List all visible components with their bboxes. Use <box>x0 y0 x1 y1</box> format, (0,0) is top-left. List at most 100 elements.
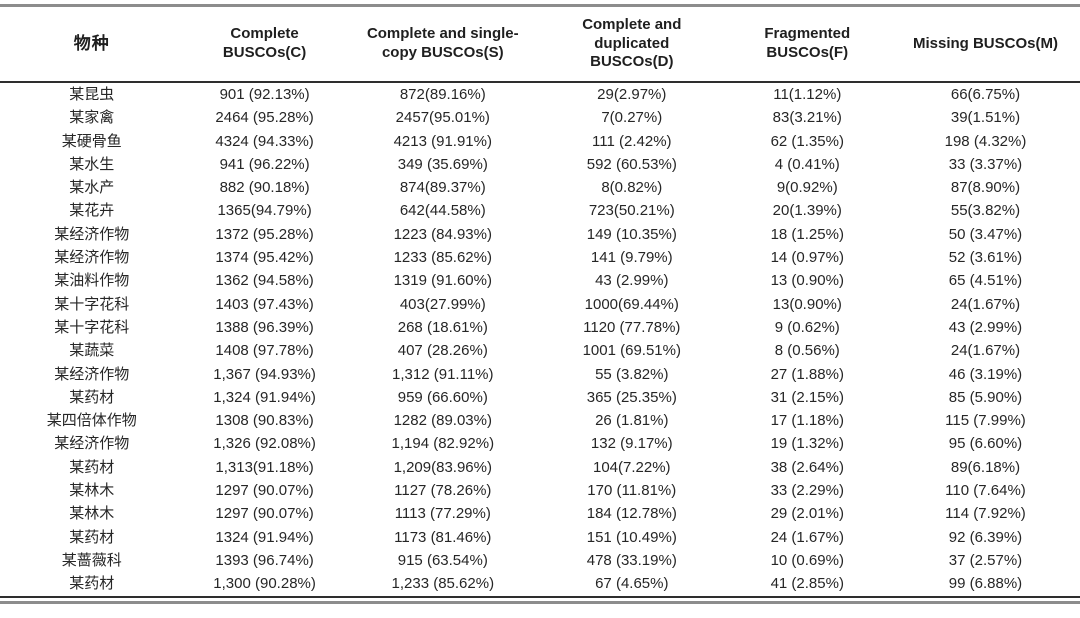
table-row: 某药材 1,313(91.18%) 1,209(83.96%) 104(7.22%) 3… <box>0 456 1080 479</box>
table-row: 某昆虫 901 (92.13%) 872(89.16%) 29(2.97%) 11(1.… <box>0 82 1080 106</box>
species-cell: 某四倍体作物 <box>46 412 137 430</box>
species-cell: 某经济作物 <box>54 435 130 453</box>
value-cell: 8(0.82%) <box>601 179 663 197</box>
species-cell: 某水产 <box>69 179 115 197</box>
value-cell: 1,300 (90.28%) <box>213 575 316 593</box>
value-cell: 1113 (77.29%) <box>394 505 491 523</box>
value-cell: 874(89.37%) <box>399 179 486 197</box>
value-cell: 37 (2.57%) <box>948 551 1023 569</box>
value-cell: 17 (1.18%) <box>770 412 844 430</box>
table-row: 某四倍体作物 1308 (90.83%) 1282 (89.03%) 26 (1.81… <box>0 409 1080 432</box>
species-cell: 某林木 <box>69 482 115 500</box>
value-cell: 89(6.18%) <box>950 458 1021 476</box>
value-cell: 1372 (95.28%) <box>215 225 314 243</box>
value-cell: 4324 (94.33%) <box>215 132 314 150</box>
value-cell: 184 (12.78%) <box>586 505 677 523</box>
species-cell: 某水生 <box>69 155 115 173</box>
value-cell: 33 (2.29%) <box>770 482 844 500</box>
value-cell: 10 (0.69%) <box>770 551 844 569</box>
value-cell: 1319 (91.60%) <box>393 272 492 290</box>
table-row: 某十字花科 1388 (96.39%) 268 (18.61%) 1120 (77.7… <box>0 316 1080 339</box>
value-cell: 1,367 (94.93%) <box>213 365 316 383</box>
value-cell: 1,209(83.96%) <box>393 458 492 476</box>
species-cell: 某药材 <box>69 388 115 406</box>
value-cell: 1365(94.79%) <box>217 202 312 220</box>
value-cell: 198 (4.32%) <box>944 132 1027 150</box>
value-cell: 1000(69.44%) <box>584 295 679 313</box>
busco-statistics-table: 物种 Complete BUSCOs(C) Complete and singl… <box>0 7 1080 598</box>
value-cell: 642(44.58%) <box>399 202 486 220</box>
species-cell: 某经济作物 <box>54 225 130 243</box>
value-cell: 1,233 (85.62%) <box>391 575 495 593</box>
value-cell: 24 (1.67%) <box>770 528 844 546</box>
value-cell: 170 (11.81%) <box>587 482 677 500</box>
value-cell: 1,194 (82.92%) <box>391 435 495 453</box>
species-cell: 某花卉 <box>69 202 115 220</box>
value-cell: 39(1.51%) <box>950 109 1021 127</box>
value-cell: 365 (25.35%) <box>586 388 677 406</box>
value-cell: 1324 (91.94%) <box>215 528 314 546</box>
value-cell: 1,326 (92.08%) <box>213 435 316 453</box>
value-cell: 99 (6.88%) <box>948 575 1023 593</box>
header-complete-single-copy: Complete and single-copy BUSCOs(S) <box>345 7 540 83</box>
value-cell: 46 (3.19%) <box>948 365 1023 383</box>
value-cell: 66(6.75%) <box>950 86 1021 103</box>
value-cell: 268 (18.61%) <box>397 318 488 336</box>
header-species: 物种 <box>0 7 184 83</box>
value-cell: 43 (2.99%) <box>948 318 1023 336</box>
value-cell: 959 (66.60%) <box>397 388 488 406</box>
table-row: 某药材 1,300 (90.28%) 1,233 (85.62%) 67 (4.65%… <box>0 572 1080 596</box>
value-cell: 2464 (95.28%) <box>215 109 314 127</box>
table-row: 某蔬菜 1408 (97.78%) 407 (28.26%) 1001 (69.51%… <box>0 339 1080 362</box>
value-cell: 1374 (95.42%) <box>215 249 314 267</box>
value-cell: 18 (1.25%) <box>770 225 844 243</box>
value-cell: 43 (2.99%) <box>595 272 669 290</box>
species-cell: 某十字花科 <box>54 318 130 336</box>
value-cell: 7(0.27%) <box>601 109 663 127</box>
value-cell: 14 (0.97%) <box>770 249 844 267</box>
table-body: 某昆虫 901 (92.13%) 872(89.16%) 29(2.97%) 11(1.… <box>0 82 1080 597</box>
value-cell: 349 (35.69%) <box>397 155 488 173</box>
value-cell: 9 (0.62%) <box>774 318 840 336</box>
table-row: 某水产 882 (90.18%) 874(89.37%) 8(0.82%) 9(0.92… <box>0 176 1080 199</box>
value-cell: 104(7.22%) <box>593 458 671 476</box>
table-top-rule <box>0 4 1080 7</box>
value-cell: 38 (2.64%) <box>770 458 844 476</box>
table-row: 某林木 1297 (90.07%) 1127 (78.26%) 170 (11.81%… <box>0 479 1080 502</box>
value-cell: 24(1.67%) <box>950 342 1021 360</box>
value-cell: 62 (1.35%) <box>770 132 844 150</box>
value-cell: 151 (10.49%) <box>586 528 677 546</box>
table-row: 某油料作物 1362 (94.58%) 1319 (91.60%) 43 (2.99%… <box>0 269 1080 292</box>
table-row: 某水生 941 (96.22%) 349 (35.69%) 592 (60.53%) 4… <box>0 153 1080 176</box>
value-cell: 2457(95.01%) <box>395 109 490 127</box>
value-cell: 19 (1.32%) <box>770 435 844 453</box>
table-row: 某药材 1324 (91.94%) 1173 (81.46%) 151 (10.49%… <box>0 526 1080 549</box>
value-cell: 1001 (69.51%) <box>582 342 681 360</box>
value-cell: 915 (63.54%) <box>397 551 488 569</box>
value-cell: 83(3.21%) <box>772 109 842 127</box>
species-cell: 某昆虫 <box>69 86 115 103</box>
busco-table-container: 物种 Complete BUSCOs(C) Complete and singl… <box>0 4 1080 604</box>
value-cell: 87(8.90%) <box>950 179 1021 197</box>
species-cell: 某药材 <box>69 458 115 476</box>
value-cell: 55(3.82%) <box>950 202 1021 220</box>
value-cell: 9(0.92%) <box>776 179 838 197</box>
value-cell: 132 (9.17%) <box>590 435 673 453</box>
value-cell: 1408 (97.78%) <box>215 342 314 360</box>
value-cell: 1297 (90.07%) <box>215 505 314 523</box>
value-cell: 4 (0.41%) <box>774 155 840 173</box>
table-header-row: 物种 Complete BUSCOs(C) Complete and singl… <box>0 7 1080 83</box>
species-cell: 某经济作物 <box>54 249 130 267</box>
value-cell: 26 (1.81%) <box>595 412 669 430</box>
species-cell: 某林木 <box>69 505 115 523</box>
header-missing: Missing BUSCOs(M) <box>890 7 1080 83</box>
value-cell: 1223 (84.93%) <box>393 225 492 243</box>
table-row: 某林木 1297 (90.07%) 1113 (77.29%) 184 (12.78%… <box>0 502 1080 525</box>
value-cell: 114 (7.92%) <box>945 505 1026 523</box>
value-cell: 478 (33.19%) <box>586 551 677 569</box>
value-cell: 1308 (90.83%) <box>215 412 314 430</box>
header-complete-duplicated: Complete and duplicated BUSCOs(D) <box>539 7 724 83</box>
value-cell: 24(1.67%) <box>950 295 1021 313</box>
value-cell: 67 (4.65%) <box>595 575 669 593</box>
table-row: 某药材 1,324 (91.94%) 959 (66.60%) 365 (25.35%… <box>0 386 1080 409</box>
